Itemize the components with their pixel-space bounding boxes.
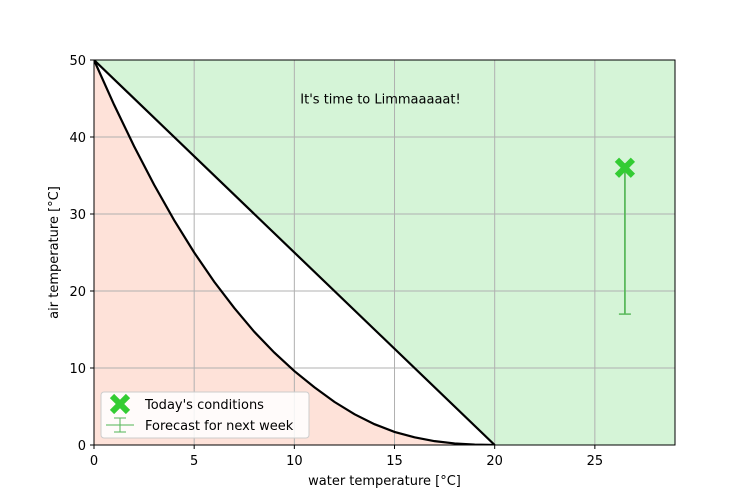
curves bbox=[94, 60, 496, 445]
markers bbox=[614, 157, 636, 315]
plot-area bbox=[94, 60, 675, 445]
x-tick-label: 15 bbox=[386, 454, 403, 469]
y-tick-label: 50 bbox=[69, 54, 86, 69]
y-tick-label: 40 bbox=[69, 131, 86, 146]
x-tick-label: 20 bbox=[486, 454, 503, 469]
legend-today-label: Today's conditions bbox=[144, 398, 264, 413]
x-stroke-b bbox=[614, 157, 636, 178]
y-axis-label: air temperature [°C] bbox=[47, 186, 62, 319]
legend-forecast-errorbar-icon bbox=[106, 417, 134, 433]
legend-today-x bbox=[109, 393, 131, 415]
x-tick-label: 0 bbox=[90, 454, 98, 469]
x-tick-label: 10 bbox=[286, 454, 303, 469]
y-tick-label: 20 bbox=[69, 285, 86, 300]
y-tick-label: 30 bbox=[69, 208, 86, 223]
legend-forecast-label: Forecast for next week bbox=[145, 419, 294, 434]
x-tick-label: 5 bbox=[190, 454, 198, 469]
x-stroke-b bbox=[109, 393, 131, 415]
legend-box bbox=[100, 391, 310, 439]
ticks: 0 5 10 15 20 25 0 10 20 30 40 50 bbox=[69, 54, 603, 469]
legend: Today's conditions Forecast for next wee… bbox=[100, 391, 310, 439]
legend-today-marker-icon bbox=[109, 393, 131, 415]
plot-frame bbox=[93, 59, 676, 446]
x-axis-label: water temperature [°C] bbox=[308, 474, 461, 489]
lower-boundary-line bbox=[94, 60, 495, 445]
y-tick-label: 10 bbox=[69, 362, 86, 377]
y-tick-label: 0 bbox=[78, 439, 86, 454]
annotation-text: It's time to Limmaaaaat! bbox=[300, 93, 460, 108]
x-tick-label: 25 bbox=[587, 454, 604, 469]
upper-boundary-line bbox=[94, 60, 496, 445]
today-marker bbox=[614, 157, 636, 178]
